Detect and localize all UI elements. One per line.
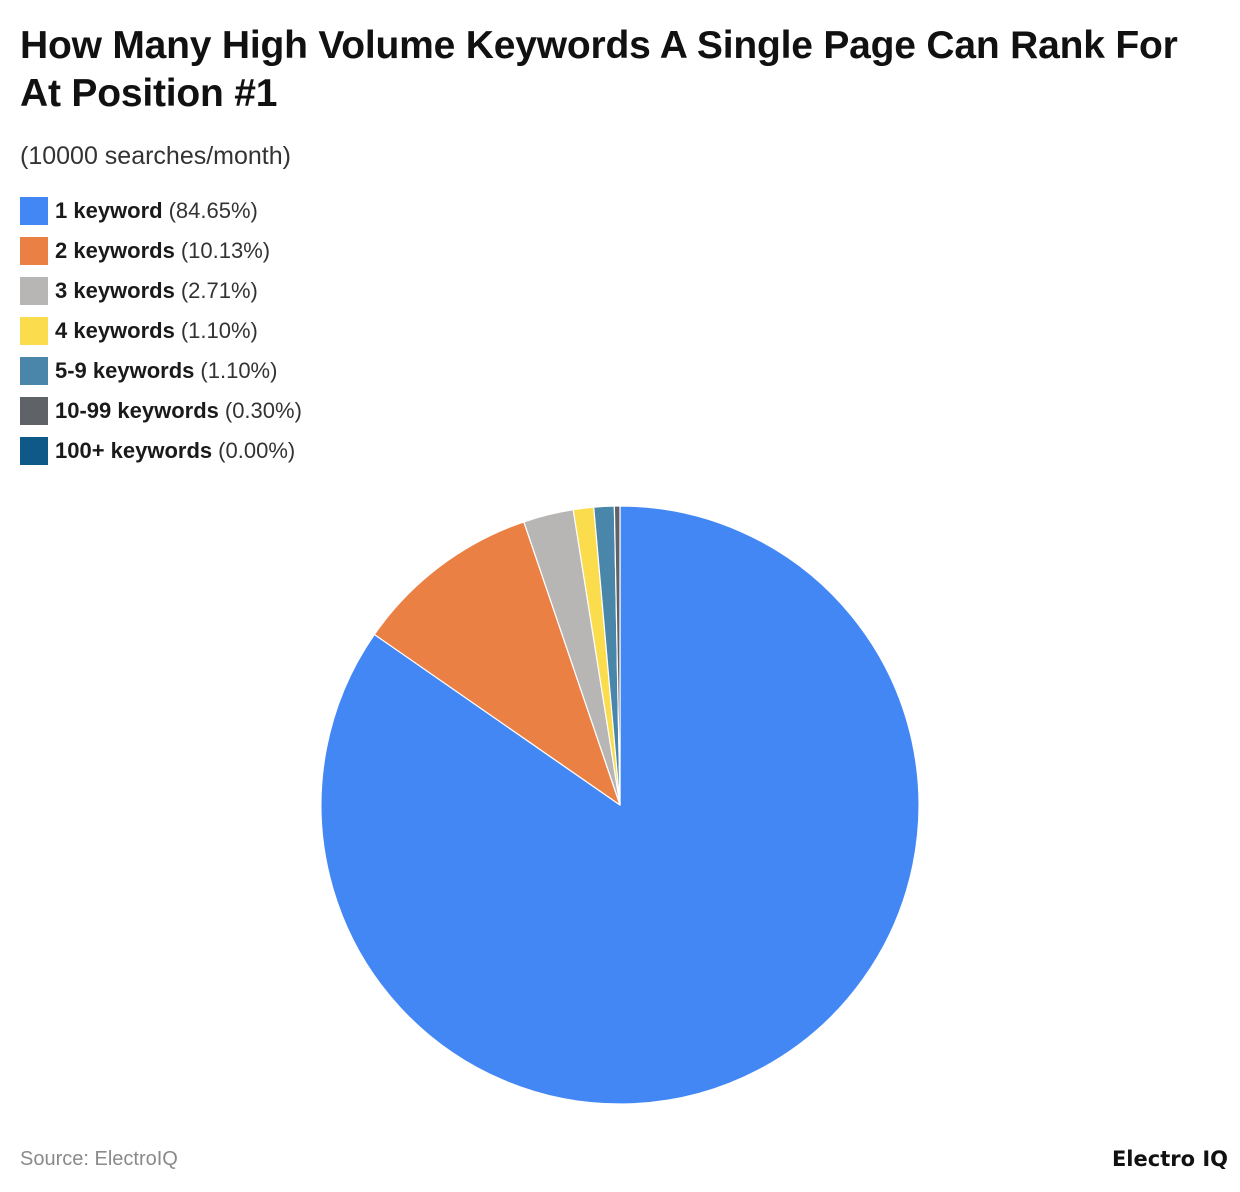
legend-swatch (20, 397, 48, 425)
pie-slice (613, 505, 621, 806)
legend-percent: (0.00%) (218, 438, 296, 463)
legend-swatch (20, 437, 48, 465)
legend-percent: (2.71%) (180, 278, 258, 303)
legend-label: 2 keywords (55, 238, 175, 263)
legend-swatch (20, 317, 48, 345)
legend-item: 1 keyword (84.65%) (20, 191, 302, 231)
legend-label: 1 keyword (55, 198, 163, 223)
legend-label: 10-99 keywords (55, 398, 219, 423)
legend-item: 100+ keywords (0.00%) (20, 431, 302, 471)
chart-subtitle: (10000 searches/month) (20, 142, 291, 170)
legend-percent: (10.13%) (180, 238, 271, 263)
legend-item: 3 keywords (2.71%) (20, 271, 302, 311)
legend: 1 keyword (84.65%) 2 keywords (10.13%) 3 key… (20, 191, 302, 471)
legend-swatch (20, 197, 48, 225)
legend-swatch (20, 357, 48, 385)
legend-item: 4 keywords (1.10%) (20, 311, 302, 351)
source-text: Source: ElectroIQ (20, 1148, 178, 1170)
brand-logo: Electro IQ (1111, 1147, 1228, 1171)
legend-percent: (1.10%) (180, 318, 258, 343)
legend-item: 2 keywords (10.13%) (20, 231, 302, 271)
legend-percent: (1.10%) (200, 358, 278, 383)
legend-label: 5-9 keywords (55, 358, 195, 383)
legend-percent: (84.65%) (168, 198, 258, 223)
legend-swatch (20, 277, 48, 305)
legend-label: 4 keywords (55, 318, 175, 343)
legend-item: 5-9 keywords (1.10%) (20, 351, 302, 391)
legend-swatch (20, 237, 48, 265)
legend-label: 100+ keywords (55, 438, 213, 463)
legend-percent: (0.30%) (224, 398, 302, 423)
pie-slice (373, 521, 621, 806)
chart-title: How Many High Volume Keywords A Single P… (20, 24, 1178, 115)
legend-item: 10-99 keywords (0.30%) (20, 391, 302, 431)
legend-label: 3 keywords (55, 278, 175, 303)
